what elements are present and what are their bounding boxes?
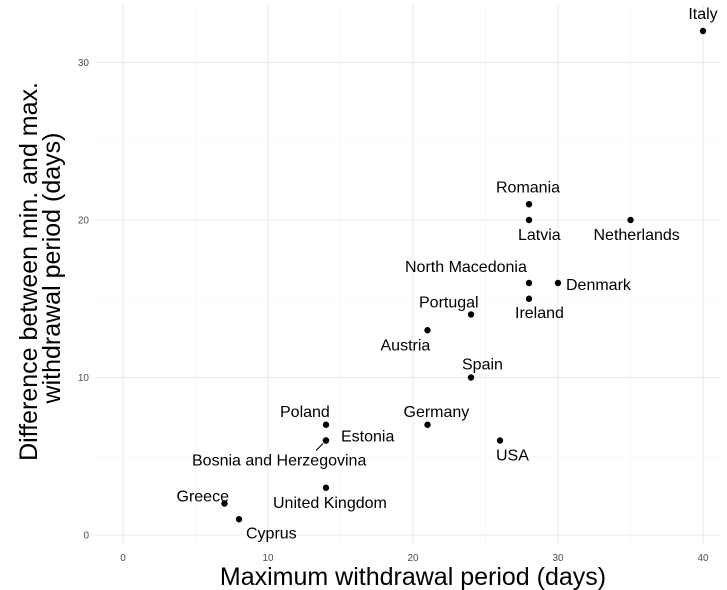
label-spain: Spain xyxy=(462,357,503,374)
point-portugal xyxy=(467,311,475,318)
point-latvia xyxy=(525,216,533,224)
point-cyprus xyxy=(235,516,243,523)
point-spain xyxy=(467,374,475,381)
point-germany xyxy=(424,421,431,428)
label-germany: Germany xyxy=(404,404,470,421)
y-tick-label: 30 xyxy=(78,58,90,69)
label-estonia: Estonia xyxy=(341,429,394,446)
point-usa xyxy=(496,437,504,444)
point-austria xyxy=(424,327,431,334)
label-usa: USA xyxy=(496,448,529,465)
label-latvia: Latvia xyxy=(518,227,561,244)
point-romania xyxy=(525,201,533,208)
point-poland xyxy=(322,421,330,428)
x-tick-label: 0 xyxy=(120,553,126,564)
y-tick-label: 0 xyxy=(83,531,89,542)
label-austria: Austria xyxy=(381,337,431,354)
point-labels: Italy Romania Latvia Netherlands North Maced… xyxy=(177,6,718,542)
label-netherlands: Netherlands xyxy=(594,227,680,244)
leader-bosnia-and-herzegovina xyxy=(315,443,324,451)
label-poland: Poland xyxy=(280,404,330,421)
y-axis-title: Difference between min. and max. withdra… xyxy=(15,75,66,461)
label-ireland: Ireland xyxy=(515,305,564,322)
label-bosnia-and-herzegovina: Bosnia and Herzegovina xyxy=(192,453,366,470)
label-united-kingdom: United Kingdom xyxy=(273,495,387,512)
y-axis-title-line2: withdrawal period (days) xyxy=(38,133,66,405)
label-denmark: Denmark xyxy=(566,277,632,294)
point-greece xyxy=(221,500,228,507)
x-axis-title: Maximum withdrawal period (days) xyxy=(220,563,606,590)
label-italy: Italy xyxy=(688,6,717,23)
x-tick-label: 10 xyxy=(262,553,274,564)
data-points xyxy=(221,27,707,523)
label-cyprus: Cyprus xyxy=(246,525,297,542)
x-tick-label: 20 xyxy=(407,553,419,564)
point-netherlands xyxy=(627,216,634,224)
tick-labels: 0 10 20 30 40 0 10 20 30 xyxy=(78,58,709,564)
y-tick-label: 20 xyxy=(78,216,90,227)
point-denmark xyxy=(554,279,562,287)
x-tick-label: 30 xyxy=(552,553,564,564)
label-north-macedonia: North Macedonia xyxy=(405,259,527,276)
grid xyxy=(95,5,720,545)
point-united-kingdom xyxy=(322,484,330,491)
y-axis-title-line1: Difference between min. and max. xyxy=(15,82,43,461)
label-portugal: Portugal xyxy=(419,295,479,312)
label-greece: Greece xyxy=(177,489,230,506)
point-italy xyxy=(699,27,707,35)
point-bosnia-and-herzegovina xyxy=(322,437,330,444)
y-tick-label: 10 xyxy=(78,373,90,384)
label-romania: Romania xyxy=(496,179,560,196)
x-tick-label: 40 xyxy=(697,553,709,564)
point-north-macedonia xyxy=(525,279,533,287)
point-ireland xyxy=(525,295,533,302)
leader-lines xyxy=(315,443,324,451)
